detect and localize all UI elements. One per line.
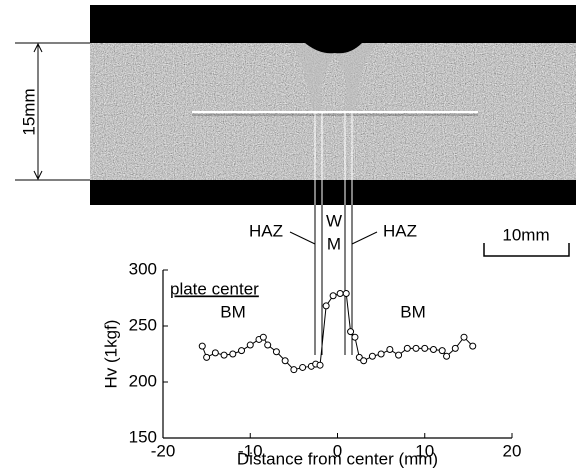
data-point [329,292,337,300]
scale-bar-label: 10mm [502,225,549,244]
data-point [429,346,437,354]
data-point [264,341,272,349]
data-point [377,350,385,358]
data-point [336,290,344,298]
data-point [412,344,420,352]
data-point [259,333,267,341]
annotation: BM [220,302,246,321]
data-point [299,363,307,371]
zone-label: M [327,234,341,253]
data-point [211,349,219,357]
data-point [438,347,446,355]
x-tick-label: 10 [415,441,434,460]
data-point [360,357,368,365]
y-tick-label: 200 [129,371,157,390]
data-point [316,361,324,369]
data-point [220,351,228,359]
thickness-label: 15mm [19,88,38,135]
data-point [347,328,355,336]
data-point [281,357,289,365]
x-axis-label: Distance from center (mm) [237,449,438,468]
y-axis-label: Hv (1kgf) [101,320,120,389]
data-point [460,333,468,341]
scale-bar [483,243,570,257]
data-point [443,352,451,360]
thickness-dimension [15,42,90,181]
data-point [290,366,298,374]
data-point [421,344,429,352]
x-tick-label: -10 [238,441,263,460]
data-point [451,344,459,352]
data-point [395,351,403,359]
zone-label: HAZ [383,221,417,240]
data-point [229,350,237,358]
y-tick-label: 150 [129,427,157,446]
annotation: BM [400,302,426,321]
data-point [198,342,206,350]
data-point [386,346,394,354]
x-tick-label: 0 [333,441,342,460]
data-point [368,352,376,360]
zone-lines [289,112,378,355]
data-point [322,302,330,310]
data-point [272,348,280,356]
data-point [351,333,359,341]
x-tick-label: 20 [503,441,522,460]
y-tick-label: 300 [129,259,157,278]
zone-label: W [326,211,342,230]
y-tick-label: 250 [129,315,157,334]
data-point [238,347,246,355]
data-point [342,290,350,298]
zone-label: HAZ [249,221,283,240]
micrograph [90,5,576,205]
data-point [403,344,411,352]
data-point [469,342,477,350]
data-point [246,341,254,349]
x-tick-label: -20 [151,441,176,460]
annotation: plate center [170,279,259,298]
data-point [203,353,211,361]
